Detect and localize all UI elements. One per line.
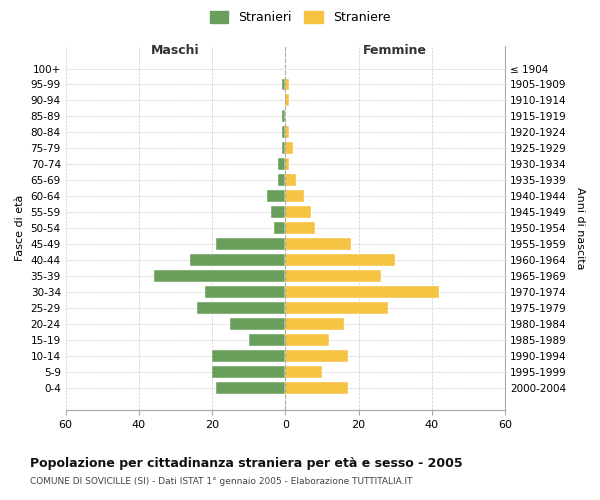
Bar	[286, 222, 314, 234]
Bar	[274, 222, 286, 234]
Bar	[286, 238, 351, 250]
Bar	[212, 366, 286, 378]
Bar	[286, 158, 289, 170]
Bar	[286, 254, 395, 266]
Bar	[197, 302, 286, 314]
Bar	[267, 190, 286, 202]
Text: Popolazione per cittadinanza straniera per età e sesso - 2005: Popolazione per cittadinanza straniera p…	[30, 458, 463, 470]
Y-axis label: Anni di nascita: Anni di nascita	[575, 187, 585, 270]
Bar	[190, 254, 286, 266]
Bar	[278, 174, 286, 186]
Bar	[286, 126, 289, 138]
Bar	[286, 382, 347, 394]
Bar	[230, 318, 286, 330]
Bar	[281, 78, 286, 90]
Text: Femmine: Femmine	[363, 44, 427, 58]
Y-axis label: Fasce di età: Fasce di età	[15, 195, 25, 262]
Bar	[286, 350, 347, 362]
Bar	[281, 142, 286, 154]
Bar	[286, 78, 289, 90]
Bar	[271, 206, 286, 218]
Bar	[286, 270, 380, 282]
Bar	[281, 126, 286, 138]
Bar	[286, 334, 329, 346]
Bar	[286, 302, 388, 314]
Bar	[212, 350, 286, 362]
Bar	[286, 366, 322, 378]
Legend: Stranieri, Straniere: Stranieri, Straniere	[205, 6, 395, 29]
Bar	[286, 142, 293, 154]
Bar	[286, 190, 304, 202]
Bar	[205, 286, 286, 298]
Bar	[278, 158, 286, 170]
Bar	[286, 286, 439, 298]
Bar	[286, 206, 311, 218]
Bar	[281, 110, 286, 122]
Bar	[154, 270, 286, 282]
Text: Maschi: Maschi	[151, 44, 200, 58]
Bar	[286, 318, 344, 330]
Bar	[249, 334, 286, 346]
Text: COMUNE DI SOVICILLE (SI) - Dati ISTAT 1° gennaio 2005 - Elaborazione TUTTITALIA.: COMUNE DI SOVICILLE (SI) - Dati ISTAT 1°…	[30, 478, 413, 486]
Bar	[216, 382, 286, 394]
Bar	[286, 174, 296, 186]
Bar	[286, 94, 289, 106]
Bar	[216, 238, 286, 250]
